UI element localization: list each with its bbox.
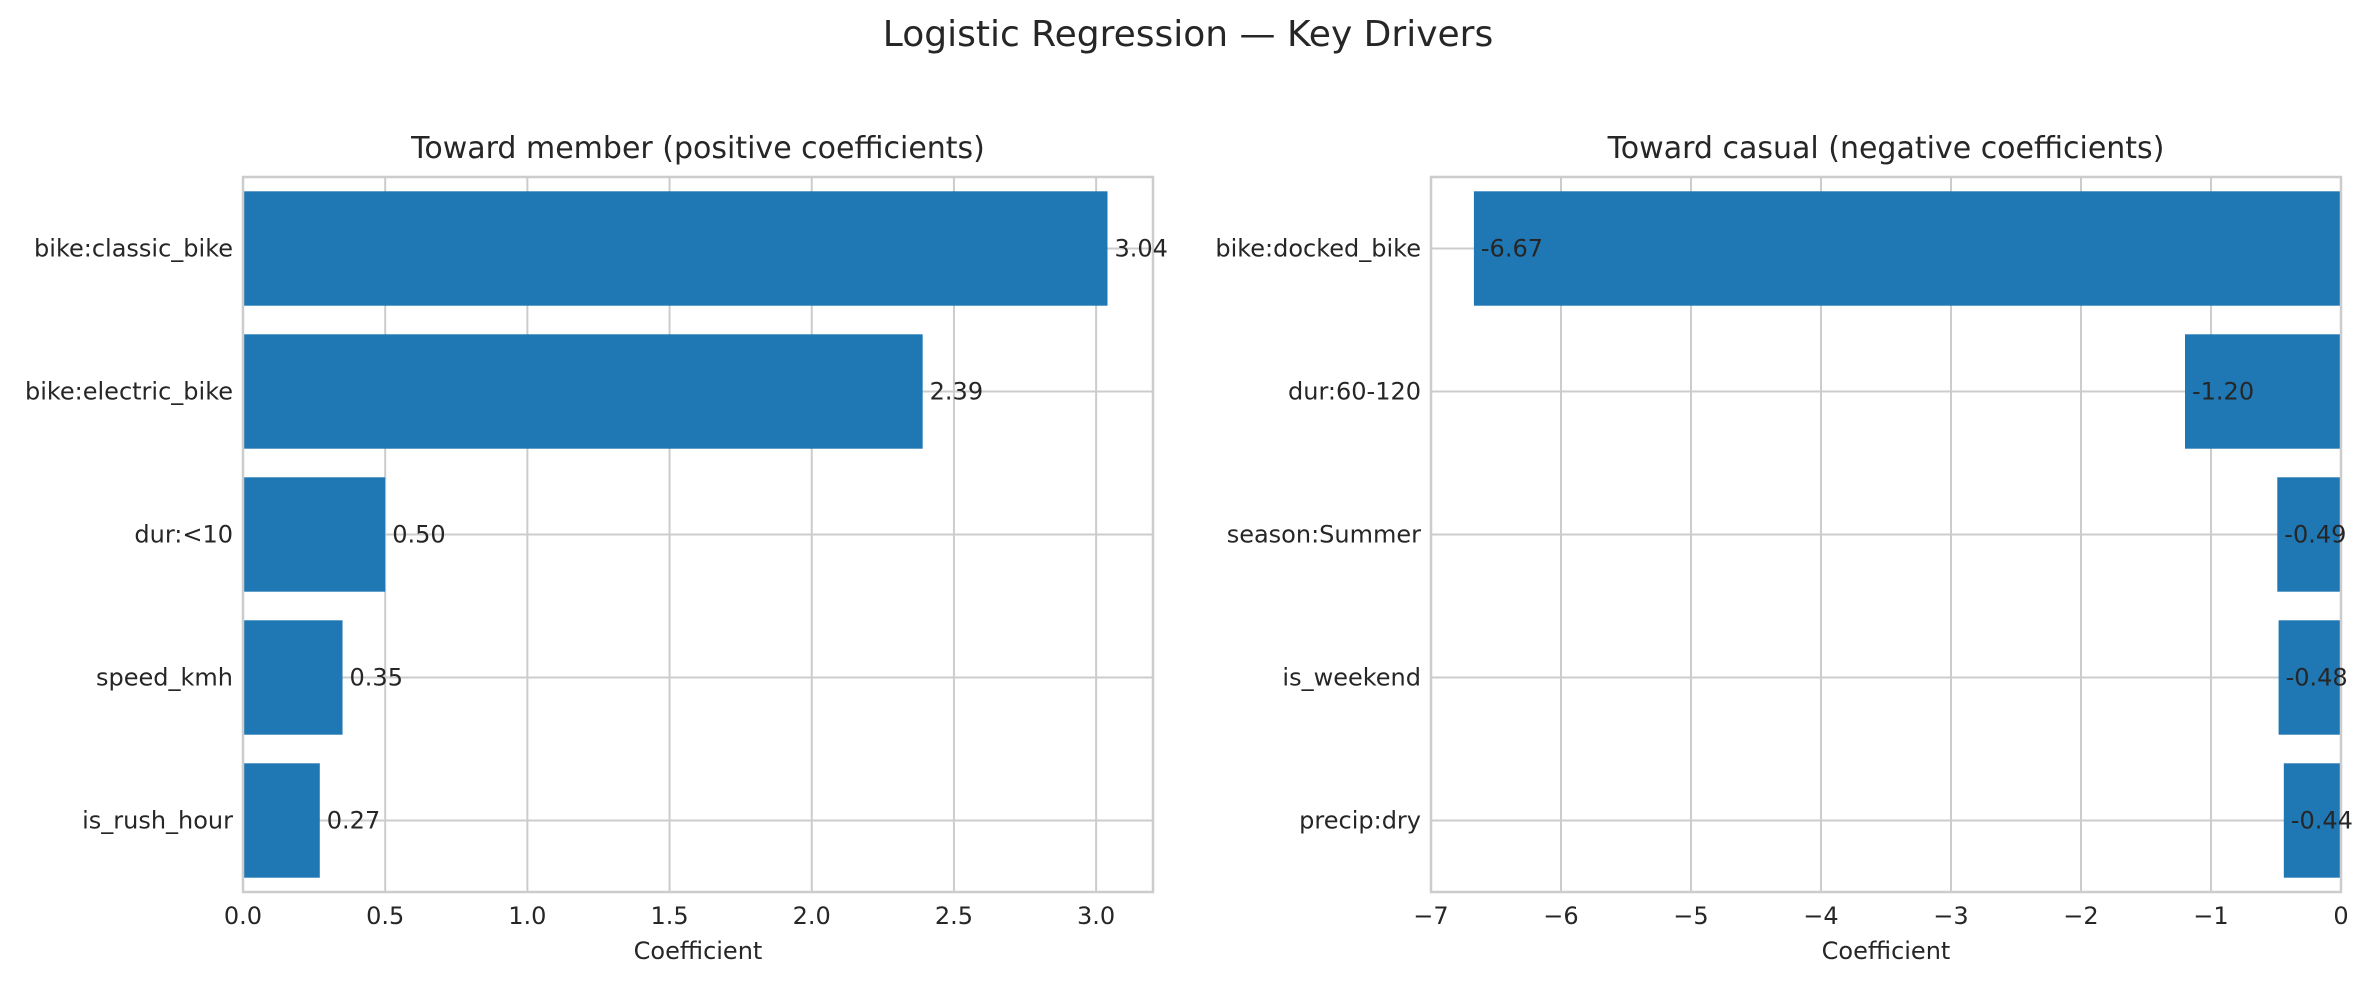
panel-title: Toward casual (negative coefficients) [1607,131,2165,166]
y-tick-label: season:Summer [1227,521,1421,549]
data-label: 0.50 [392,521,445,549]
bar-bike:electric_bike [243,334,923,449]
bar-season:Summer [2277,477,2341,592]
bar-speed_kmh [243,620,343,735]
data-label: 0.35 [350,664,403,692]
data-label: 0.27 [327,807,380,835]
right-panel: -6.67 -1.20 -0.49 -0.48 -0.44 bike:docked_bik… [1215,131,2353,965]
figure-title: Logistic Regression — Key Drivers [883,14,1493,55]
data-label: -0.48 [2286,664,2348,692]
x-tick-label: 3.0 [1077,902,1115,930]
data-label: -1.20 [2192,378,2254,406]
bar-dur:60-120 [2185,334,2341,449]
x-axis-label: Coefficient [1822,937,1951,965]
x-tick-label: −5 [1673,902,1708,930]
axes-frame [1429,175,2343,894]
bar-bike:classic_bike [243,191,1108,306]
x-tick-label: −7 [1413,902,1448,930]
data-label: 3.04 [1115,235,1168,263]
y-tick-label: is_weekend [1282,664,1421,692]
x-tick-label: 1.0 [508,902,546,930]
x-tick-label: −2 [2063,902,2098,930]
data-label: -0.49 [2284,521,2346,549]
x-tick-label: −1 [2193,902,2228,930]
x-tick-label: 1.5 [650,902,688,930]
bar-is_weekend [2278,620,2341,735]
bar-dur:<10 [243,477,386,592]
y-tick-label: precip:dry [1299,807,1421,835]
data-label: -6.67 [1481,235,1543,263]
x-tick-label: 2.0 [793,902,831,930]
x-tick-label: 0 [2333,902,2348,930]
bar-precip:dry [2283,763,2341,878]
x-tick-label: −6 [1543,902,1578,930]
y-tick-label: dur:60-120 [1288,378,1421,406]
bar-is_rush_hour [243,763,320,878]
data-label: -0.44 [2291,807,2353,835]
data-label: 2.39 [930,378,983,406]
y-tick-label: bike:classic_bike [34,235,233,263]
left-panel: 3.04 2.39 0.50 0.35 0.27 bike:classic_bikebik… [25,131,1168,965]
panel-title: Toward member (positive coefficients) [410,131,985,166]
y-tick-label: bike:electric_bike [25,378,233,406]
x-axis-label: Coefficient [634,937,763,965]
bar-bike:docked_bike [1473,191,2341,306]
x-tick-label: 0.5 [366,902,404,930]
y-tick-label: speed_kmh [96,664,233,692]
y-tick-label: bike:docked_bike [1215,235,1421,263]
x-tick-label: −3 [1933,902,1968,930]
x-tick-label: −4 [1803,902,1838,930]
y-tick-label: is_rush_hour [82,807,233,835]
x-tick-label: 0.0 [224,902,262,930]
y-tick-label: dur:<10 [134,521,233,549]
x-tick-label: 2.5 [935,902,973,930]
axes-frame [241,175,1155,894]
